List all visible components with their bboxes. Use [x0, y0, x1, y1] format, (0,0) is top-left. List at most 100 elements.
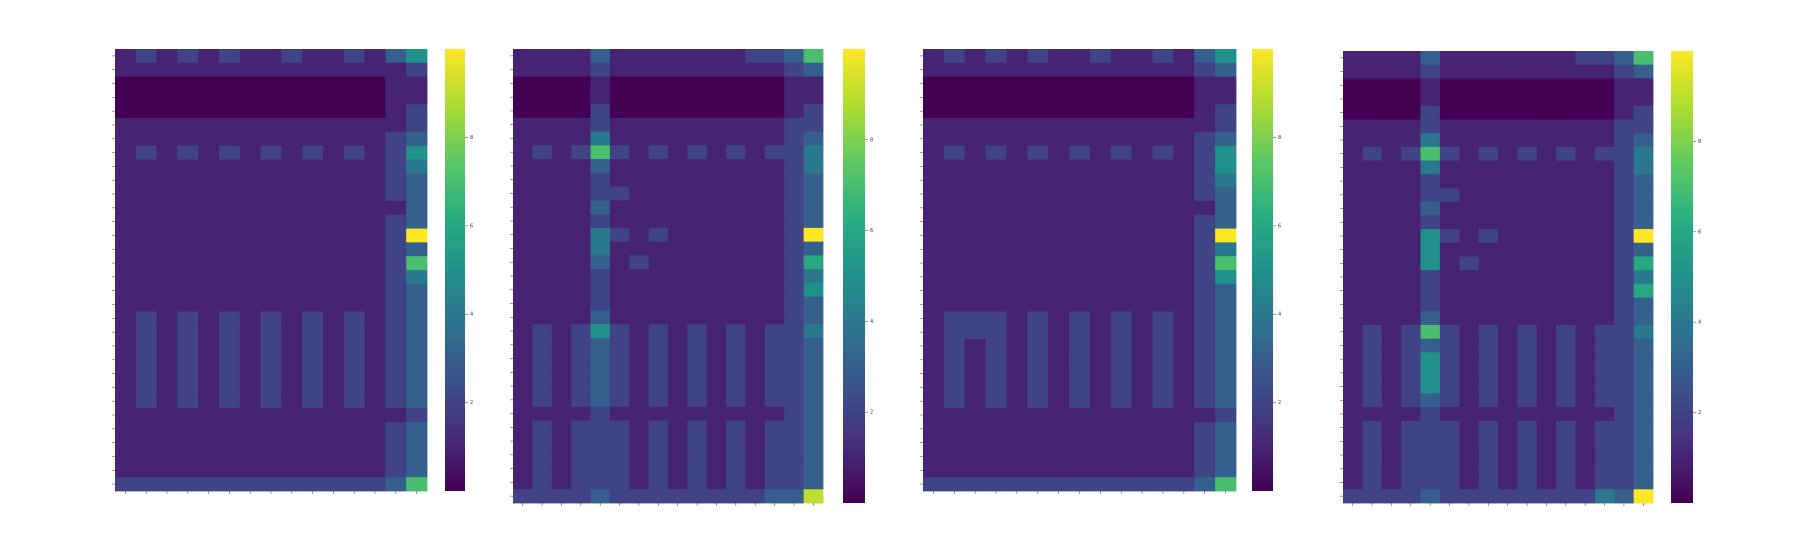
heatmap-cell: [281, 118, 303, 133]
heatmap-cell: [1401, 256, 1421, 271]
heatmap-cell: [385, 90, 407, 105]
heatmap-cell: [590, 296, 611, 311]
heatmap-cell: [764, 62, 785, 77]
heatmap-cell: [1089, 339, 1112, 354]
heatmap-cell: [706, 131, 727, 146]
heatmap-cell: [943, 283, 966, 299]
heatmap-cell: [1215, 187, 1237, 202]
heatmap-cell: [1006, 339, 1028, 354]
heatmap-cell: [1173, 339, 1195, 354]
heatmap-cell: [1575, 366, 1596, 381]
heatmap-cell: [1614, 297, 1635, 312]
heatmap-cell: [706, 227, 727, 243]
heatmap-cell: [1173, 394, 1195, 409]
heatmap-cell: [648, 76, 669, 91]
heatmap-cell: [764, 489, 785, 504]
heatmap-cell: [1575, 338, 1596, 353]
heatmap-cell: [943, 76, 966, 91]
heatmap-cell: [726, 62, 746, 77]
heatmap-cell: [513, 145, 533, 160]
heatmap-cell: [985, 76, 1007, 91]
heatmap-cell: [1362, 311, 1383, 326]
heatmap-cell: [323, 90, 345, 105]
heatmap-cell: [784, 241, 805, 256]
heatmap-cell: [198, 311, 220, 326]
heatmap-cell: [590, 117, 611, 132]
heatmap-cell: [1401, 133, 1421, 148]
heatmap-cell: [764, 475, 785, 490]
heatmap-cell: [1498, 338, 1518, 353]
heatmap-cell: [668, 406, 688, 421]
heatmap-cell: [198, 366, 220, 381]
heatmap-cell: [198, 380, 220, 395]
heatmap-cell: [1478, 92, 1499, 107]
heatmap-cell: [323, 159, 345, 174]
heatmap-cell: [1215, 49, 1237, 64]
heatmap-cell: [551, 461, 572, 476]
heatmap-cell: [1131, 173, 1153, 188]
heatmap-cell: [1069, 173, 1091, 188]
heatmap-cell: [985, 104, 1007, 119]
heatmap-cell: [239, 131, 261, 147]
heatmap-cell: [239, 339, 261, 354]
heatmap-cell: [219, 352, 241, 368]
heatmap-cell: [1089, 90, 1112, 105]
heatmap-cell: [985, 380, 1007, 395]
heatmap-cell: [1614, 242, 1635, 257]
heatmap-cell: [343, 173, 365, 188]
heatmap-cell: [1517, 297, 1538, 312]
heatmap-cell: [1594, 242, 1615, 257]
heatmap-cell: [532, 62, 553, 77]
heatmap-cell: [745, 49, 766, 64]
heatmap-cell: [551, 159, 572, 174]
heatmap-cell: [1536, 174, 1557, 189]
heatmap-cell: [135, 228, 157, 243]
heatmap-cell: [156, 477, 178, 492]
heatmap-cell: [1556, 420, 1576, 435]
heatmap-cell: [1069, 187, 1091, 202]
heatmap-cell: [1131, 297, 1153, 312]
heatmap-cell: [385, 270, 407, 285]
heatmap-cell: [1173, 283, 1195, 299]
heatmap-cell: [1194, 463, 1216, 478]
heatmap-cell: [1131, 131, 1153, 147]
heatmap-cell: [1343, 146, 1363, 161]
heatmap-cell: [1439, 407, 1460, 422]
heatmap-cell: [1556, 160, 1576, 175]
heatmap-cell: [571, 434, 591, 449]
heatmap-cell: [1006, 159, 1028, 174]
heatmap-cell: [135, 366, 157, 381]
heatmap-cell: [156, 297, 178, 312]
heatmap-cell: [323, 104, 345, 119]
heatmap-cell: [513, 186, 533, 201]
heatmap-cell: [803, 434, 824, 449]
heatmap-cell: [985, 200, 1007, 216]
heatmap-cell: [1006, 380, 1028, 395]
heatmap-cell: [532, 214, 553, 229]
heatmap-cell: [668, 255, 688, 270]
heatmap-cell: [1381, 119, 1402, 134]
heatmap-cell: [1048, 283, 1070, 299]
heatmap-cell: [706, 447, 727, 463]
heatmap-cell: [302, 187, 324, 202]
heatmap-cell: [198, 214, 220, 229]
heatmap-cell: [943, 394, 966, 409]
heatmap-cell: [1517, 256, 1538, 271]
heatmap-cell: [1575, 420, 1596, 435]
heatmap-cell: [687, 310, 708, 325]
heatmap-cell: [1420, 78, 1441, 93]
heatmap-cell: [629, 269, 650, 284]
heatmap-cell: [551, 379, 572, 394]
heatmap-cell: [406, 339, 428, 354]
heatmap-cell: [177, 76, 199, 91]
heatmap-cell: [1048, 173, 1070, 188]
heatmap-cell: [219, 200, 241, 216]
heatmap-cell: [985, 449, 1007, 464]
heatmap-cell: [1362, 64, 1383, 79]
heatmap-cell: [302, 242, 324, 257]
heatmap-cell: [1194, 187, 1216, 202]
heatmap-cell: [648, 200, 669, 215]
heatmap-cell: [1517, 215, 1538, 230]
heatmap-cell: [1131, 380, 1153, 395]
heatmap-cell: [1194, 352, 1216, 368]
